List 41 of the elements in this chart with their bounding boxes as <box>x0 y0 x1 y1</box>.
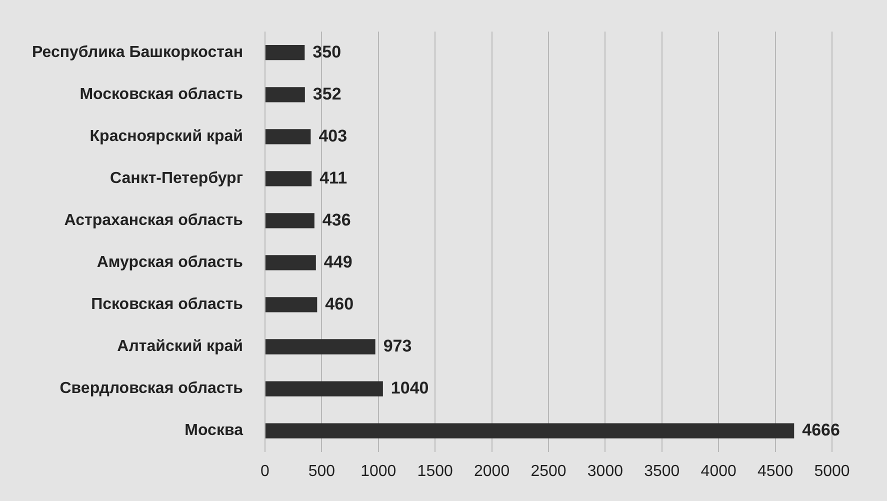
y-tick-label: Астраханская область <box>64 212 244 230</box>
data-label: 1040 <box>390 378 429 398</box>
bar <box>265 171 312 186</box>
bar <box>265 297 318 312</box>
x-tick-label: 2000 <box>474 462 510 480</box>
bar <box>265 423 794 438</box>
y-tick-label: Москва <box>184 422 244 440</box>
bar <box>265 213 314 228</box>
x-tick-label: 2500 <box>530 462 566 480</box>
data-label: 973 <box>383 336 412 356</box>
y-tick-label: Алтайский край <box>117 338 243 356</box>
data-label: 403 <box>318 126 348 146</box>
x-tick-label: 3000 <box>587 462 624 480</box>
x-tick-label: 5000 <box>814 462 850 480</box>
x-tick-label: 0 <box>260 462 270 480</box>
y-tick-label: Амурская область <box>96 254 244 272</box>
x-tick-label: 500 <box>308 462 336 480</box>
bar <box>265 381 383 396</box>
y-tick-label: Московская область <box>80 86 244 104</box>
data-label: 350 <box>312 42 342 62</box>
bar <box>265 255 316 270</box>
x-tick-label: 1000 <box>360 462 396 480</box>
data-label: 436 <box>322 210 351 230</box>
bar <box>265 129 311 144</box>
y-tick-label: Санкт-Петербург <box>110 170 244 188</box>
x-tick-label: 3500 <box>644 462 680 480</box>
data-label: 460 <box>325 294 354 314</box>
y-tick-label: Свердловская область <box>60 380 244 398</box>
x-tick-label: 1500 <box>417 462 453 480</box>
bar <box>265 339 376 354</box>
data-label: 449 <box>324 252 352 272</box>
x-tick-label: 4000 <box>700 462 736 480</box>
y-tick-label: Псковская область <box>91 296 244 314</box>
bar <box>265 45 305 60</box>
y-tick-label: Республика Башкоркостан <box>32 44 243 62</box>
data-label: 352 <box>312 84 342 104</box>
x-tick-label: 4500 <box>758 462 794 480</box>
data-label: 411 <box>320 168 348 188</box>
data-label: 4666 <box>802 420 840 440</box>
bar <box>265 87 305 102</box>
y-tick-label: Красноярский край <box>90 128 243 146</box>
